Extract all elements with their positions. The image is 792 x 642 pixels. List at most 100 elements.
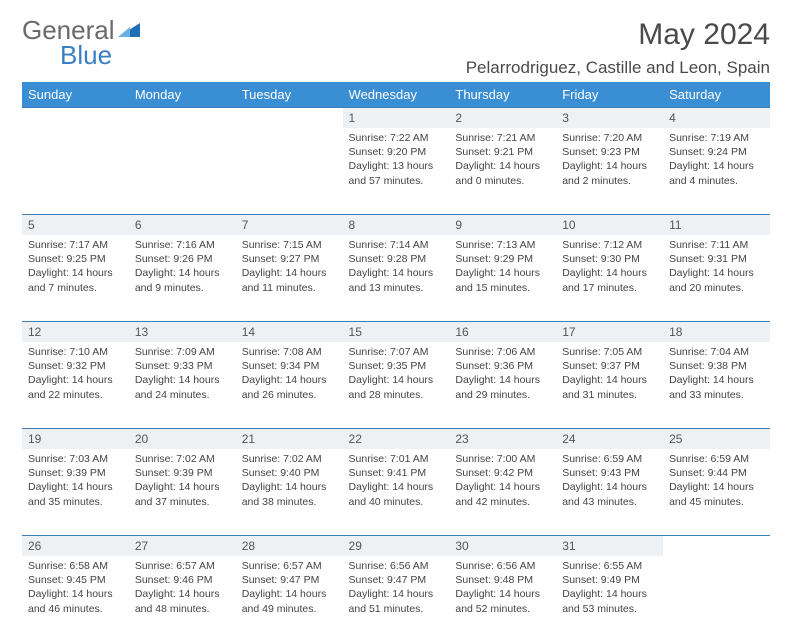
daylight-line: Daylight: 14 hours and 48 minutes. (135, 587, 230, 615)
sunrise-line: Sunrise: 7:05 AM (562, 345, 657, 359)
daylight-line: Daylight: 14 hours and 29 minutes. (455, 373, 550, 401)
weekday-header: Monday (129, 82, 236, 107)
sunset-line: Sunset: 9:47 PM (242, 573, 337, 587)
day-cell: Sunrise: 7:02 AMSunset: 9:40 PMDaylight:… (236, 449, 343, 535)
day-cell: Sunrise: 6:58 AMSunset: 9:45 PMDaylight:… (22, 556, 129, 642)
day-cell: Sunrise: 6:56 AMSunset: 9:48 PMDaylight:… (449, 556, 556, 642)
sunset-line: Sunset: 9:45 PM (28, 573, 123, 587)
header: GeneralBlue May 2024 Pelarrodriguez, Cas… (22, 18, 770, 78)
daylight-line: Daylight: 14 hours and 53 minutes. (562, 587, 657, 615)
sunset-line: Sunset: 9:25 PM (28, 252, 123, 266)
day-cell: Sunrise: 7:19 AMSunset: 9:24 PMDaylight:… (663, 128, 770, 214)
sunrise-line: Sunrise: 7:22 AM (349, 131, 444, 145)
weekday-header: Tuesday (236, 82, 343, 107)
day-number: 16 (449, 321, 556, 342)
sunset-line: Sunset: 9:46 PM (135, 573, 230, 587)
day-cell: Sunrise: 7:02 AMSunset: 9:39 PMDaylight:… (129, 449, 236, 535)
sunset-line: Sunset: 9:34 PM (242, 359, 337, 373)
day-number: 6 (129, 214, 236, 235)
weekday-header: Saturday (663, 82, 770, 107)
calendar-table: SundayMondayTuesdayWednesdayThursdayFrid… (22, 82, 770, 642)
sunrise-line: Sunrise: 6:56 AM (349, 559, 444, 573)
day-cell: Sunrise: 7:22 AMSunset: 9:20 PMDaylight:… (343, 128, 450, 214)
sunset-line: Sunset: 9:28 PM (349, 252, 444, 266)
sunset-line: Sunset: 9:37 PM (562, 359, 657, 373)
day-number (22, 107, 129, 128)
day-number: 17 (556, 321, 663, 342)
day-number: 31 (556, 535, 663, 556)
day-cell (22, 128, 129, 214)
sunset-line: Sunset: 9:26 PM (135, 252, 230, 266)
sunset-line: Sunset: 9:49 PM (562, 573, 657, 587)
day-number: 12 (22, 321, 129, 342)
brand-triangle-icon (116, 18, 142, 38)
month-title: May 2024 (466, 18, 770, 52)
daylight-line: Daylight: 14 hours and 43 minutes. (562, 480, 657, 508)
sunset-line: Sunset: 9:44 PM (669, 466, 764, 480)
day-number: 25 (663, 428, 770, 449)
day-cell: Sunrise: 7:13 AMSunset: 9:29 PMDaylight:… (449, 235, 556, 321)
day-number: 8 (343, 214, 450, 235)
sunrise-line: Sunrise: 7:00 AM (455, 452, 550, 466)
daylight-line: Daylight: 14 hours and 15 minutes. (455, 266, 550, 294)
sunset-line: Sunset: 9:43 PM (562, 466, 657, 480)
sunrise-line: Sunrise: 7:03 AM (28, 452, 123, 466)
sunrise-line: Sunrise: 7:01 AM (349, 452, 444, 466)
day-number (663, 535, 770, 556)
title-block: May 2024 Pelarrodriguez, Castille and Le… (466, 18, 770, 78)
sunrise-line: Sunrise: 7:11 AM (669, 238, 764, 252)
daylight-line: Daylight: 14 hours and 9 minutes. (135, 266, 230, 294)
day-cell: Sunrise: 7:15 AMSunset: 9:27 PMDaylight:… (236, 235, 343, 321)
day-number: 29 (343, 535, 450, 556)
day-number: 27 (129, 535, 236, 556)
day-number: 24 (556, 428, 663, 449)
daylight-line: Daylight: 14 hours and 20 minutes. (669, 266, 764, 294)
day-number: 15 (343, 321, 450, 342)
day-number (129, 107, 236, 128)
daylight-line: Daylight: 14 hours and 7 minutes. (28, 266, 123, 294)
day-cell: Sunrise: 7:04 AMSunset: 9:38 PMDaylight:… (663, 342, 770, 428)
sunset-line: Sunset: 9:35 PM (349, 359, 444, 373)
sunrise-line: Sunrise: 7:02 AM (242, 452, 337, 466)
sunrise-line: Sunrise: 7:15 AM (242, 238, 337, 252)
sunrise-line: Sunrise: 7:10 AM (28, 345, 123, 359)
day-cell: Sunrise: 7:16 AMSunset: 9:26 PMDaylight:… (129, 235, 236, 321)
day-cell: Sunrise: 7:20 AMSunset: 9:23 PMDaylight:… (556, 128, 663, 214)
day-cell: Sunrise: 7:14 AMSunset: 9:28 PMDaylight:… (343, 235, 450, 321)
daylight-line: Daylight: 14 hours and 31 minutes. (562, 373, 657, 401)
day-number: 1 (343, 107, 450, 128)
day-cell: Sunrise: 7:08 AMSunset: 9:34 PMDaylight:… (236, 342, 343, 428)
day-cell: Sunrise: 7:12 AMSunset: 9:30 PMDaylight:… (556, 235, 663, 321)
day-number: 21 (236, 428, 343, 449)
sunset-line: Sunset: 9:23 PM (562, 145, 657, 159)
daylight-line: Daylight: 14 hours and 4 minutes. (669, 159, 764, 187)
sunset-line: Sunset: 9:32 PM (28, 359, 123, 373)
day-cell: Sunrise: 6:57 AMSunset: 9:47 PMDaylight:… (236, 556, 343, 642)
daylight-line: Daylight: 14 hours and 33 minutes. (669, 373, 764, 401)
sunrise-line: Sunrise: 7:07 AM (349, 345, 444, 359)
sunset-line: Sunset: 9:29 PM (455, 252, 550, 266)
daylight-line: Daylight: 14 hours and 26 minutes. (242, 373, 337, 401)
daylight-line: Daylight: 14 hours and 45 minutes. (669, 480, 764, 508)
day-cell: Sunrise: 7:17 AMSunset: 9:25 PMDaylight:… (22, 235, 129, 321)
day-cell: Sunrise: 6:56 AMSunset: 9:47 PMDaylight:… (343, 556, 450, 642)
sunset-line: Sunset: 9:21 PM (455, 145, 550, 159)
day-cell: Sunrise: 7:10 AMSunset: 9:32 PMDaylight:… (22, 342, 129, 428)
brand-logo: GeneralBlue (22, 18, 142, 67)
day-number: 3 (556, 107, 663, 128)
weekday-header-row: SundayMondayTuesdayWednesdayThursdayFrid… (22, 82, 770, 107)
daylight-line: Daylight: 14 hours and 13 minutes. (349, 266, 444, 294)
daylight-line: Daylight: 14 hours and 38 minutes. (242, 480, 337, 508)
day-cell (236, 128, 343, 214)
sunrise-line: Sunrise: 6:57 AM (242, 559, 337, 573)
day-cell: Sunrise: 7:03 AMSunset: 9:39 PMDaylight:… (22, 449, 129, 535)
daylight-line: Daylight: 14 hours and 49 minutes. (242, 587, 337, 615)
sunrise-line: Sunrise: 7:14 AM (349, 238, 444, 252)
day-number: 20 (129, 428, 236, 449)
sunset-line: Sunset: 9:24 PM (669, 145, 764, 159)
sunset-line: Sunset: 9:39 PM (135, 466, 230, 480)
day-number (236, 107, 343, 128)
sunrise-line: Sunrise: 7:06 AM (455, 345, 550, 359)
sunset-line: Sunset: 9:27 PM (242, 252, 337, 266)
sunrise-line: Sunrise: 6:59 AM (562, 452, 657, 466)
